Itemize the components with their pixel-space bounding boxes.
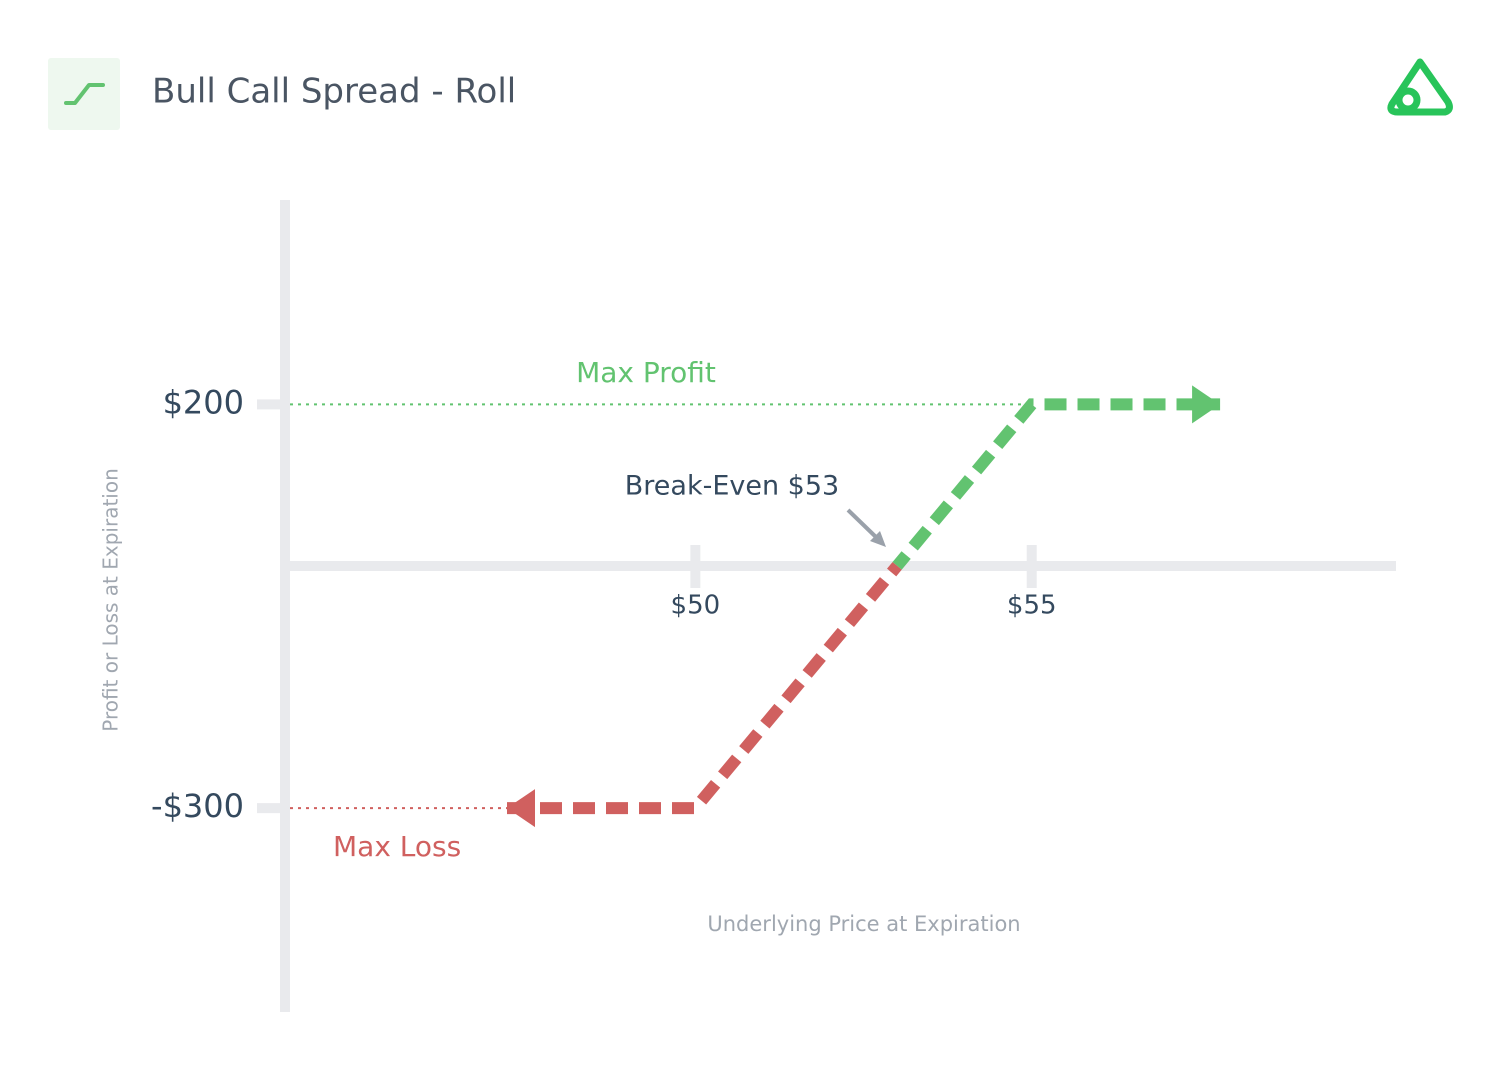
payoff-line <box>892 398 1221 570</box>
logo <box>1387 58 1453 116</box>
series-label: Max Loss <box>333 830 461 863</box>
arrow-head <box>507 789 535 828</box>
arrow-head <box>1192 385 1221 424</box>
payoff-line <box>507 561 902 815</box>
break-even-arrow <box>846 508 886 547</box>
x-tick-label: $50 <box>671 591 721 621</box>
y-tick-label: $200 <box>163 383 244 421</box>
series-label: Max Profit <box>576 356 716 389</box>
strategy-icon <box>64 83 105 105</box>
x-axis-label: Underlying Price at Expiration <box>707 912 1020 936</box>
x-tick-label: $55 <box>1007 591 1057 621</box>
y-tick-label: -$300 <box>151 787 244 825</box>
chart-title: Bull Call Spread - Roll <box>152 72 516 112</box>
break-even-label: Break-Even $53 <box>625 471 839 502</box>
y-axis-label: Profit or Loss at Expiration <box>99 468 123 732</box>
